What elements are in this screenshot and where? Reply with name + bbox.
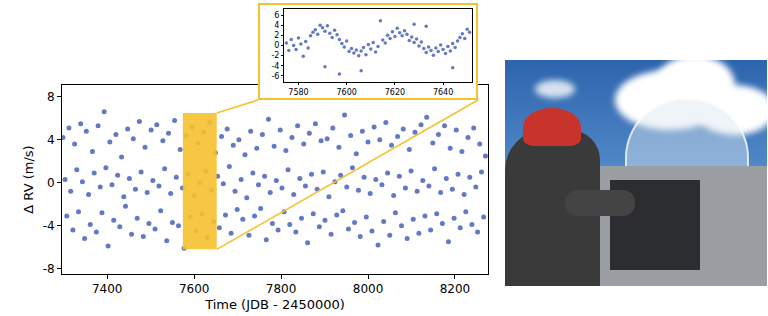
svg-text:-4: -4 [271,62,279,71]
svg-text:Δ RV (m/s): Δ RV (m/s) [21,145,36,213]
svg-text:8: 8 [47,90,55,104]
svg-text:7600: 7600 [179,282,210,296]
svg-text:7580: 7580 [288,88,308,97]
svg-text:6: 6 [274,11,279,20]
svg-text:8200: 8200 [440,282,471,296]
svg-text:2: 2 [274,31,279,40]
svg-text:0: 0 [274,41,279,50]
svg-text:4: 4 [47,133,55,147]
svg-text:7620: 7620 [385,88,405,97]
svg-text:0: 0 [47,176,55,190]
svg-text:7800: 7800 [266,282,297,296]
svg-text:-4: -4 [43,219,55,233]
svg-text:-6: -6 [271,72,279,81]
svg-text:-2: -2 [271,51,279,60]
svg-text:Time (JDB - 2450000): Time (JDB - 2450000) [204,297,345,312]
svg-text:4: 4 [274,21,279,30]
svg-text:7600: 7600 [336,88,356,97]
svg-text:-8: -8 [43,262,55,276]
svg-text:8000: 8000 [353,282,384,296]
svg-text:7640: 7640 [433,88,453,97]
svg-text:7400: 7400 [92,282,123,296]
